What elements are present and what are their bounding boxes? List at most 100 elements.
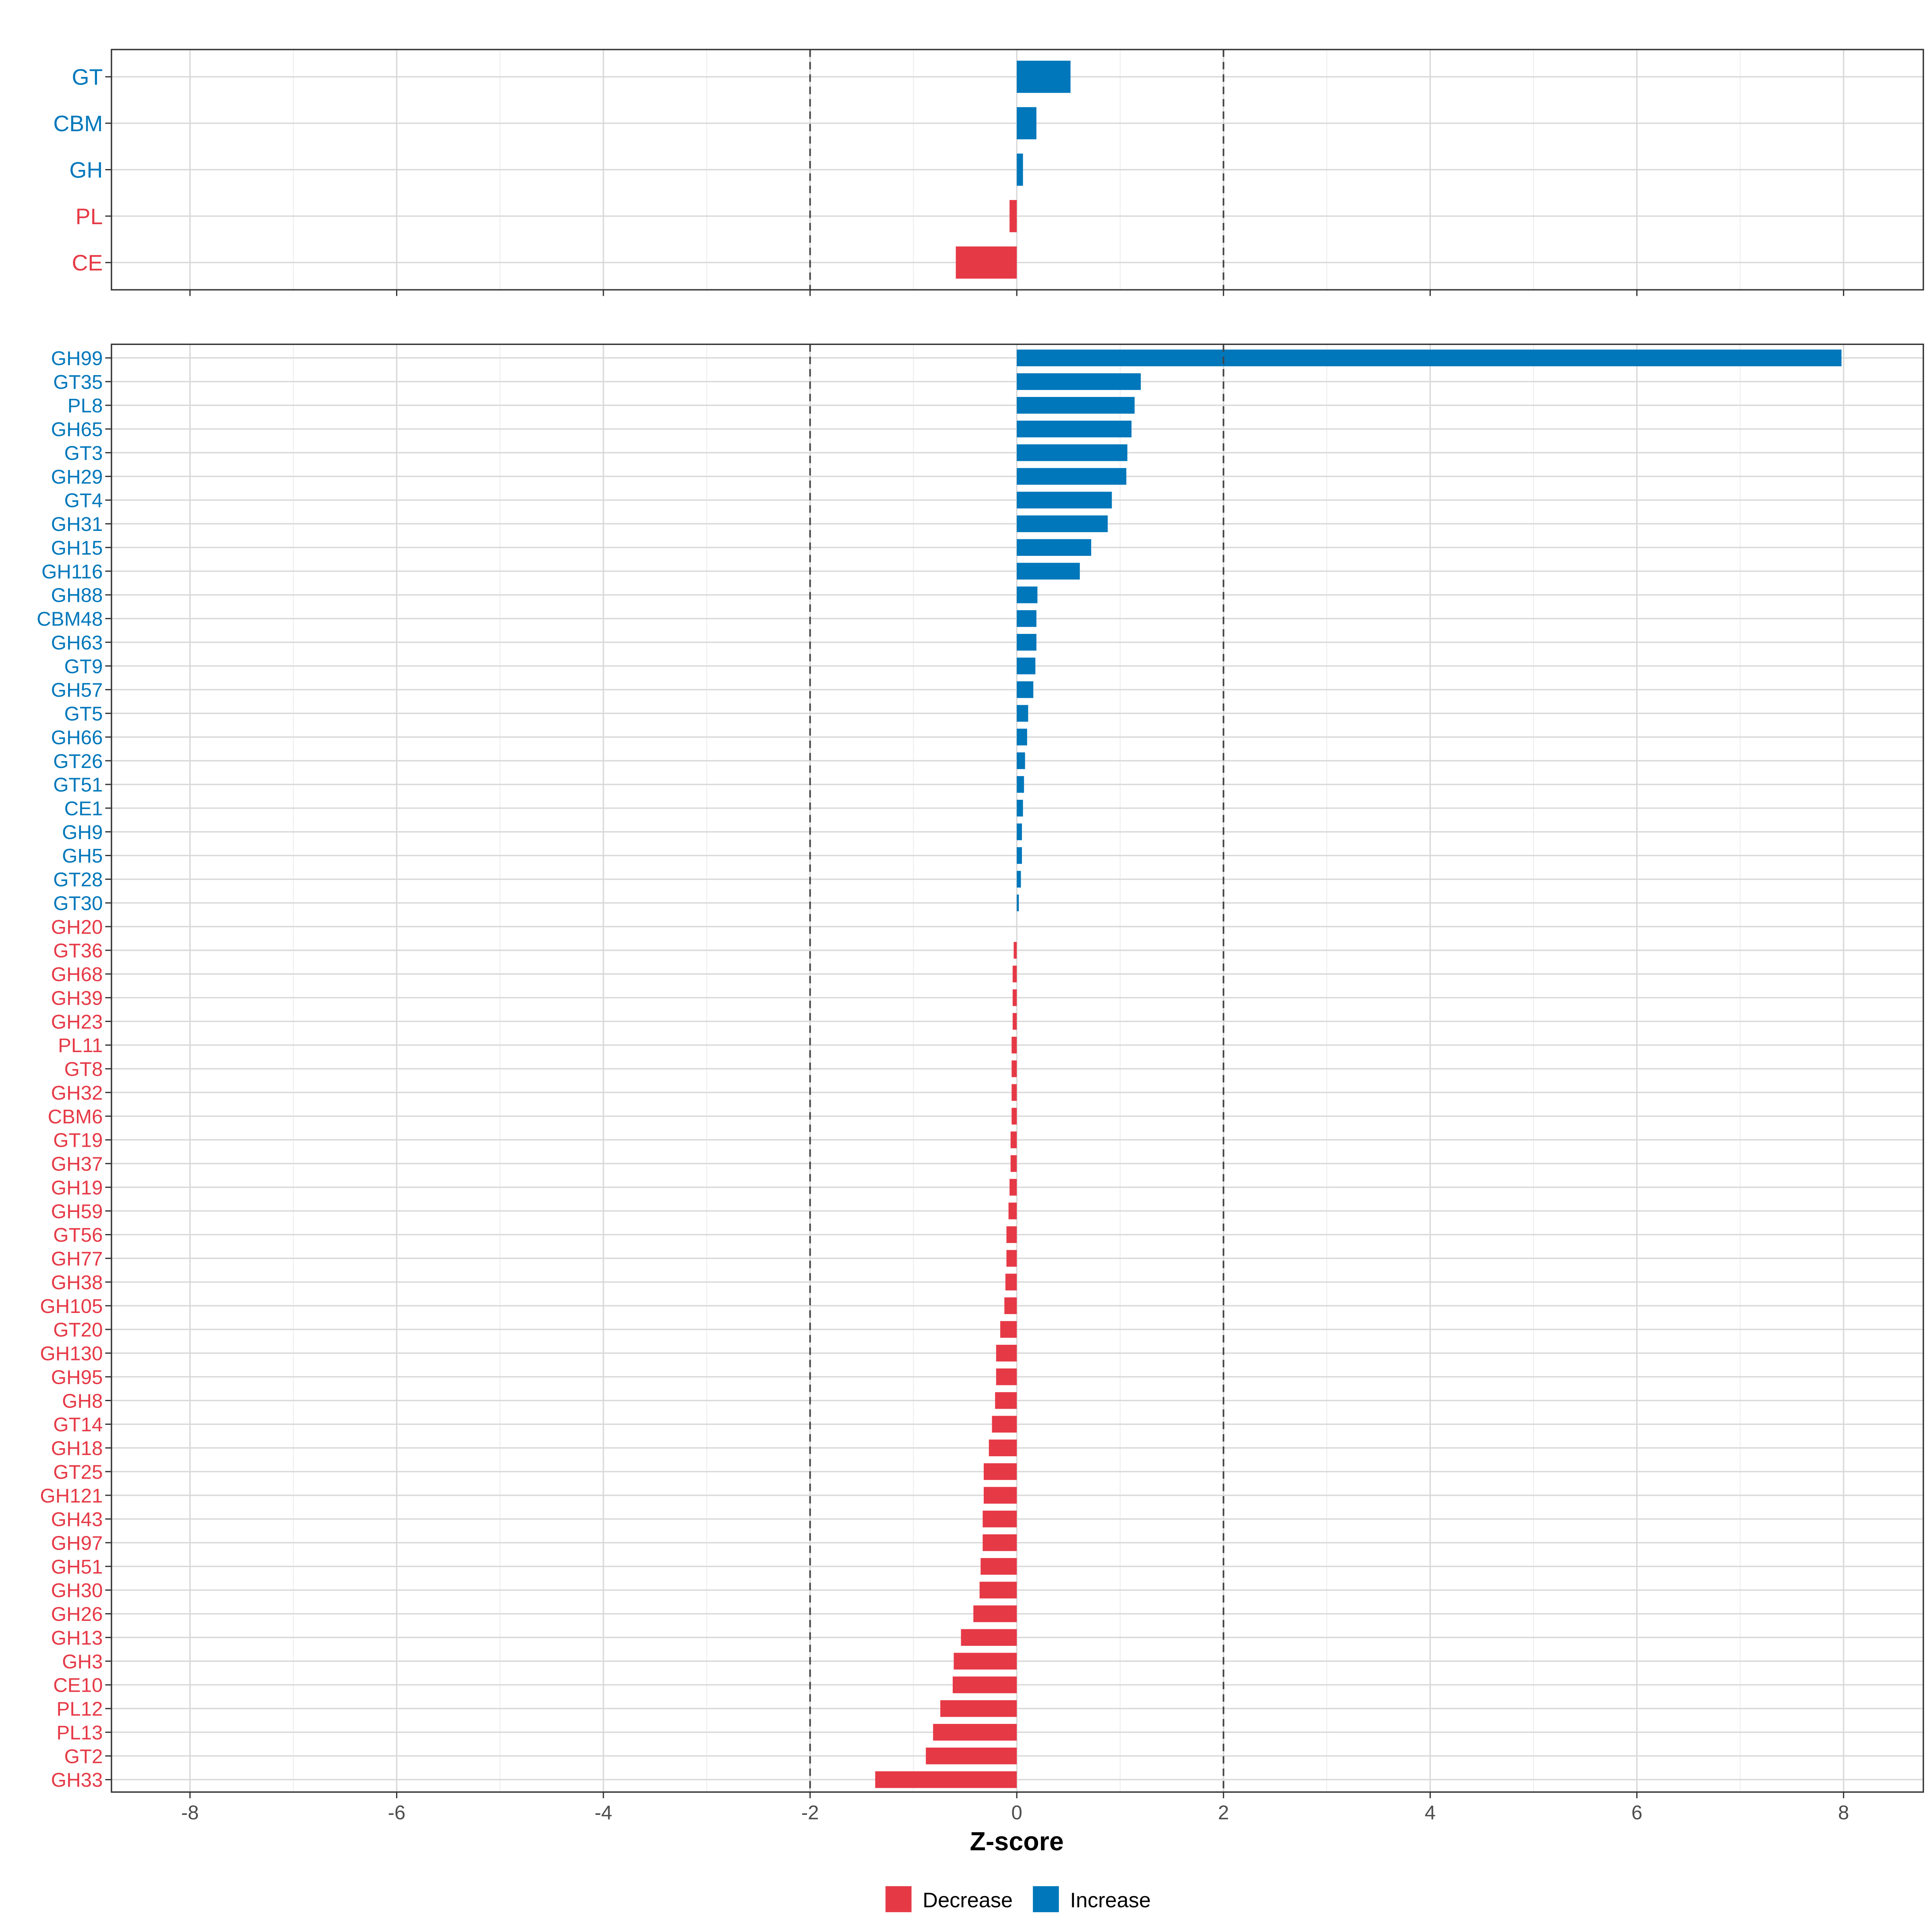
bar-gt19: [1010, 1131, 1017, 1148]
bar-gt51: [1017, 776, 1024, 793]
bar-gh37: [1010, 1155, 1017, 1172]
y-tick-label-gt8: GT8: [64, 1058, 103, 1080]
bar-gh29: [1017, 468, 1127, 485]
y-tick-label-gh3: GH3: [62, 1651, 103, 1673]
bar-gt9: [1017, 657, 1036, 675]
y-tick-label-gh68: GH68: [51, 964, 103, 986]
x-tick-label: 2: [1218, 1802, 1229, 1824]
bar-gh3: [954, 1653, 1017, 1670]
y-tick-label-gt25: GT25: [53, 1461, 103, 1483]
x-tick-label: 8: [1838, 1802, 1849, 1824]
x-tick-label: -4: [594, 1802, 612, 1824]
bar-gh68: [1012, 966, 1017, 983]
y-tick-label-gh43: GH43: [51, 1509, 103, 1531]
bar-gh116: [1017, 563, 1080, 580]
bar-gh65: [1017, 421, 1132, 438]
bar-pl11: [1011, 1036, 1017, 1054]
y-tick-label-gh33: GH33: [51, 1769, 103, 1791]
x-tick-label: -8: [181, 1802, 199, 1824]
bar-gh38: [1005, 1274, 1017, 1290]
bar-gh88: [1017, 586, 1038, 603]
y-tick-label-gt14: GT14: [53, 1414, 103, 1436]
bar-gh63: [1017, 634, 1036, 651]
bar-gh130: [996, 1345, 1017, 1362]
bar-gh99: [1017, 349, 1842, 366]
bar-gh32: [1011, 1084, 1017, 1101]
bar-gh: [1017, 153, 1023, 186]
y-tick-label-gt56: GT56: [53, 1224, 103, 1246]
y-tick-label-gh121: GH121: [40, 1485, 103, 1507]
bar-gt5: [1017, 705, 1028, 722]
bar-gh66: [1017, 729, 1027, 745]
y-tick-label-gh66: GH66: [51, 727, 103, 749]
y-tick-label-gt: GT: [72, 65, 103, 90]
bar-gh105: [1004, 1297, 1017, 1314]
legend-swatch-increase: [1033, 1886, 1059, 1912]
bar-cbm: [1017, 107, 1036, 140]
y-tick-label-gh26: GH26: [51, 1603, 103, 1625]
y-tick-label-gh59: GH59: [51, 1200, 103, 1222]
y-tick-label-pl11: PL11: [58, 1034, 103, 1057]
y-tick-label-gh18: GH18: [51, 1437, 103, 1459]
y-tick-label-pl: PL: [76, 204, 103, 229]
bar-gt4: [1017, 491, 1112, 509]
bar-gh26: [973, 1605, 1017, 1622]
y-tick-label-gt30: GT30: [53, 892, 103, 914]
bar-gt14: [992, 1416, 1017, 1433]
bar-gh43: [983, 1511, 1017, 1527]
y-tick-label-cbm6: CBM6: [48, 1106, 103, 1128]
y-tick-label-gt5: GT5: [64, 703, 103, 725]
x-tick-label: 6: [1631, 1802, 1642, 1824]
bar-gt26: [1017, 752, 1025, 769]
bar-gt35: [1017, 373, 1141, 390]
y-tick-label-gh65: GH65: [51, 419, 103, 441]
bar-ce1: [1017, 800, 1023, 817]
bar-pl13: [933, 1724, 1017, 1741]
bar-cbm48: [1017, 610, 1036, 627]
bar-gt20: [1000, 1321, 1017, 1338]
y-tick-label-gt20: GT20: [53, 1319, 103, 1341]
y-tick-label-gt9: GT9: [64, 655, 103, 677]
bar-gt2: [926, 1747, 1017, 1765]
y-tick-label-gh88: GH88: [51, 584, 103, 607]
y-tick-label-cbm48: CBM48: [37, 608, 103, 630]
y-tick-label-gh95: GH95: [51, 1366, 103, 1388]
y-tick-label-pl8: PL8: [68, 395, 103, 417]
bar-cbm6: [1011, 1108, 1017, 1125]
y-tick-label-gh32: GH32: [51, 1082, 103, 1104]
bar-gh39: [1012, 989, 1017, 1006]
y-tick-label-gh63: GH63: [51, 632, 103, 654]
y-tick-label-gh116: GH116: [41, 561, 103, 583]
y-tick-label-gh77: GH77: [51, 1248, 103, 1270]
bar-gh77: [1006, 1250, 1017, 1267]
y-tick-label-gt3: GT3: [64, 442, 103, 464]
x-tick-label: 0: [1011, 1802, 1022, 1824]
bar-gt36: [1013, 942, 1017, 959]
legend-label-decrease: Decrease: [923, 1889, 1013, 1912]
y-tick-label-gh38: GH38: [51, 1271, 103, 1294]
bar-gh33: [875, 1771, 1017, 1788]
bar-gh57: [1017, 681, 1034, 698]
y-tick-label-gh20: GH20: [51, 916, 103, 938]
y-tick-label-gh37: GH37: [51, 1153, 103, 1175]
y-tick-label-gt36: GT36: [53, 940, 103, 962]
x-tick-label: -2: [801, 1802, 819, 1824]
y-tick-label-gt4: GT4: [64, 489, 103, 512]
y-tick-label-gt19: GT19: [53, 1129, 103, 1152]
x-axis-label: Z-score: [970, 1827, 1063, 1856]
bar-gt8: [1011, 1060, 1017, 1077]
bar-gh15: [1017, 539, 1092, 556]
bar-gh30: [979, 1581, 1017, 1599]
y-tick-label-gh8: GH8: [62, 1390, 103, 1412]
y-tick-label-cbm: CBM: [53, 111, 103, 136]
y-tick-label-gh130: GH130: [40, 1343, 103, 1365]
x-axis: -8 -6 -4 -2 0 2 4 6 8: [181, 1802, 1849, 1824]
legend-label-increase: Increase: [1070, 1889, 1151, 1912]
y-tick-label-gh13: GH13: [51, 1627, 103, 1649]
bar-ce: [956, 246, 1017, 279]
bar-gh97: [983, 1534, 1017, 1551]
y-tick-label-gh: GH: [69, 157, 103, 182]
bar-gh8: [995, 1392, 1017, 1409]
bar-gh59: [1008, 1202, 1017, 1220]
